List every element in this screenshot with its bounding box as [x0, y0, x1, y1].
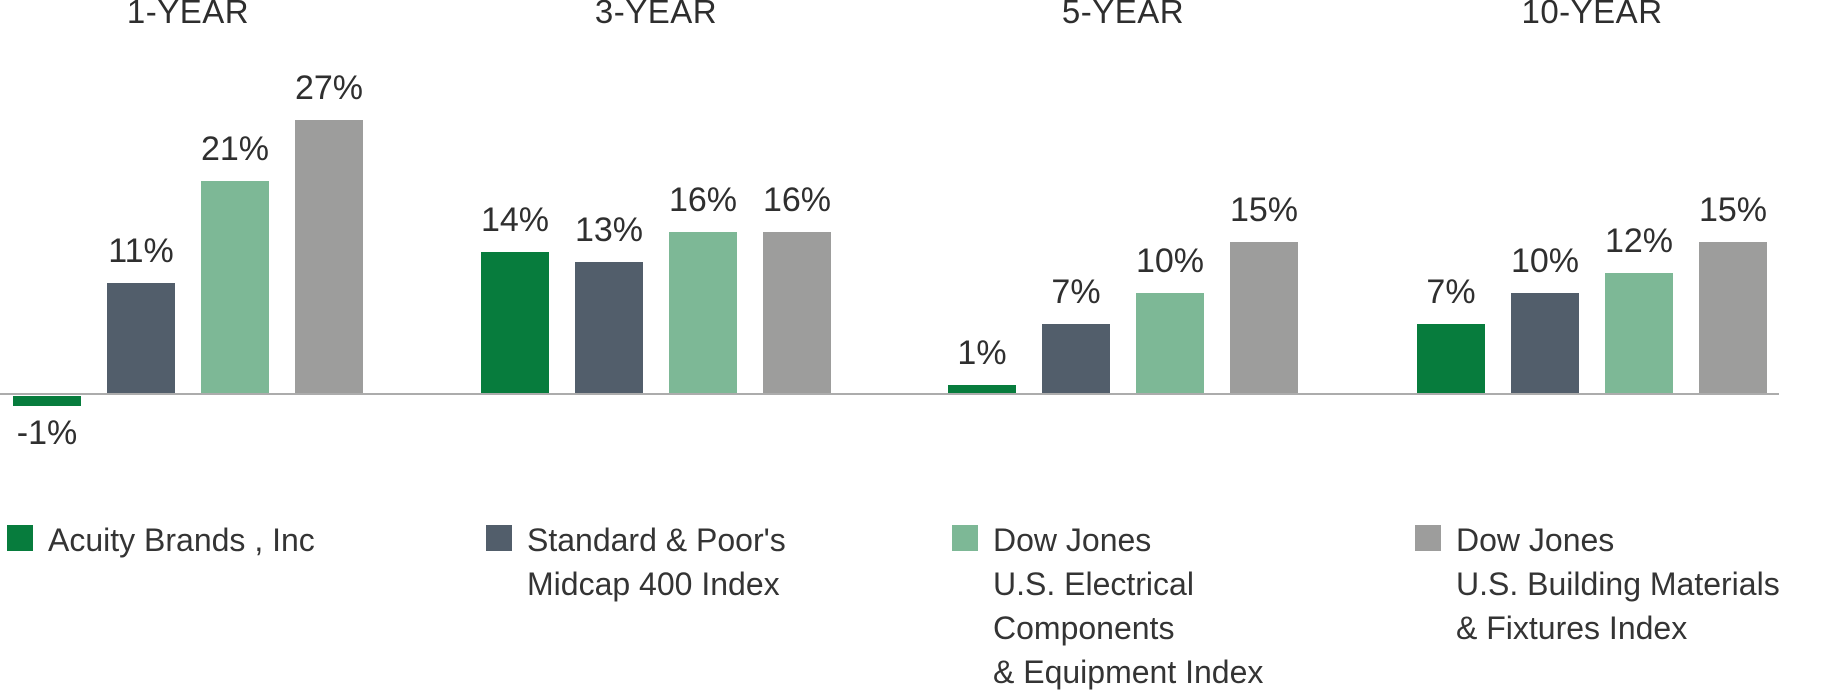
- legend-swatch-icon: [7, 525, 33, 551]
- legend-label: Acuity Brands , Inc: [48, 518, 315, 562]
- legend-label-line: Dow Jones: [993, 522, 1152, 558]
- group-title-10-year: 10-YEAR: [1521, 0, 1663, 30]
- legend-label-line: & Equipment Index: [993, 654, 1264, 690]
- x-axis-line: [0, 393, 1779, 395]
- bar-dow-jones-u-s-10-year: [1699, 242, 1767, 395]
- bar-dow-jones-u-s-3-year: [763, 232, 831, 395]
- bar-standard-poor-s-midcap-10-year: [1511, 293, 1579, 395]
- legend-label-line: Standard & Poor's: [527, 522, 786, 558]
- value-label-dow-jones-u-s-5-year: 15%: [1229, 191, 1299, 229]
- value-label-dow-jones-u-s-3-year: 16%: [762, 181, 832, 219]
- legend-label-line: Dow Jones: [1456, 522, 1615, 558]
- value-label-dow-jones-u-s-3-year: 16%: [668, 181, 738, 219]
- legend-swatch-icon: [1415, 525, 1441, 551]
- bar-acuity-brands-inc-5-year: [948, 385, 1016, 395]
- bar-dow-jones-u-s-10-year: [1605, 273, 1673, 395]
- legend-label-line: U.S. Electrical: [993, 566, 1194, 602]
- bar-dow-jones-u-s-1-year: [295, 120, 363, 395]
- legend-swatch-icon: [952, 525, 978, 551]
- bar-dow-jones-u-s-5-year: [1230, 242, 1298, 395]
- legend-label: Dow Jones U.S. Electrical Components & Equi…: [993, 518, 1263, 693]
- bar-dow-jones-u-s-1-year: [201, 181, 269, 395]
- value-label-dow-jones-u-s-1-year: 27%: [294, 69, 364, 107]
- value-label-standard-poor-s-midcap-1-year: 11%: [108, 232, 174, 270]
- legend-label-line: Acuity Brands , Inc: [48, 522, 315, 558]
- value-label-acuity-brands-inc-10-year: 7%: [1426, 273, 1476, 311]
- value-label-dow-jones-u-s-10-year: 12%: [1604, 222, 1674, 260]
- value-label-dow-jones-u-s-10-year: 15%: [1698, 191, 1768, 229]
- value-label-dow-jones-u-s-5-year: 10%: [1135, 242, 1205, 280]
- bar-standard-poor-s-midcap-1-year: [107, 283, 175, 395]
- legend-label: Dow Jones U.S. Building Materials & Fixtur…: [1456, 518, 1780, 650]
- bar-acuity-brands-inc-1-year: [13, 396, 81, 406]
- bar-acuity-brands-inc-10-year: [1417, 324, 1485, 395]
- legend-item-acuity-brands-inc: Acuity Brands , Inc: [7, 518, 315, 562]
- value-label-dow-jones-u-s-1-year: 21%: [200, 130, 270, 168]
- group-title-5-year: 5-YEAR: [1061, 0, 1185, 30]
- legend-label: Standard & Poor's Midcap 400 Index: [527, 518, 786, 606]
- bar-standard-poor-s-midcap-5-year: [1042, 324, 1110, 395]
- legend-item-dow-jones-u-s: Dow Jones U.S. Building Materials & Fixtur…: [1415, 518, 1780, 650]
- value-label-standard-poor-s-midcap-3-year: 13%: [574, 211, 644, 249]
- bar-dow-jones-u-s-5-year: [1136, 293, 1204, 395]
- group-title-1-year: 1-YEAR: [126, 0, 250, 30]
- value-label-acuity-brands-inc-1-year: -1%: [16, 414, 78, 452]
- value-label-acuity-brands-inc-5-year: 1%: [957, 334, 1007, 372]
- legend-label-line: Midcap 400 Index: [527, 566, 780, 602]
- bar-standard-poor-s-midcap-3-year: [575, 262, 643, 395]
- legend-item-standard-poor-s-midcap: Standard & Poor's Midcap 400 Index: [486, 518, 786, 606]
- legend-label-line: Components: [993, 610, 1175, 646]
- legend-item-dow-jones-u-s: Dow Jones U.S. Electrical Components & Equi…: [952, 518, 1263, 693]
- legend-swatch-icon: [486, 525, 512, 551]
- value-label-standard-poor-s-midcap-5-year: 7%: [1051, 273, 1101, 311]
- legend-label-line: & Fixtures Index: [1456, 610, 1688, 646]
- bar-dow-jones-u-s-3-year: [669, 232, 737, 395]
- group-title-3-year: 3-YEAR: [594, 0, 718, 30]
- bar-acuity-brands-inc-3-year: [481, 252, 549, 395]
- value-label-acuity-brands-inc-3-year: 14%: [480, 201, 550, 239]
- value-label-standard-poor-s-midcap-10-year: 10%: [1510, 242, 1580, 280]
- legend-label-line: U.S. Building Materials: [1456, 566, 1780, 602]
